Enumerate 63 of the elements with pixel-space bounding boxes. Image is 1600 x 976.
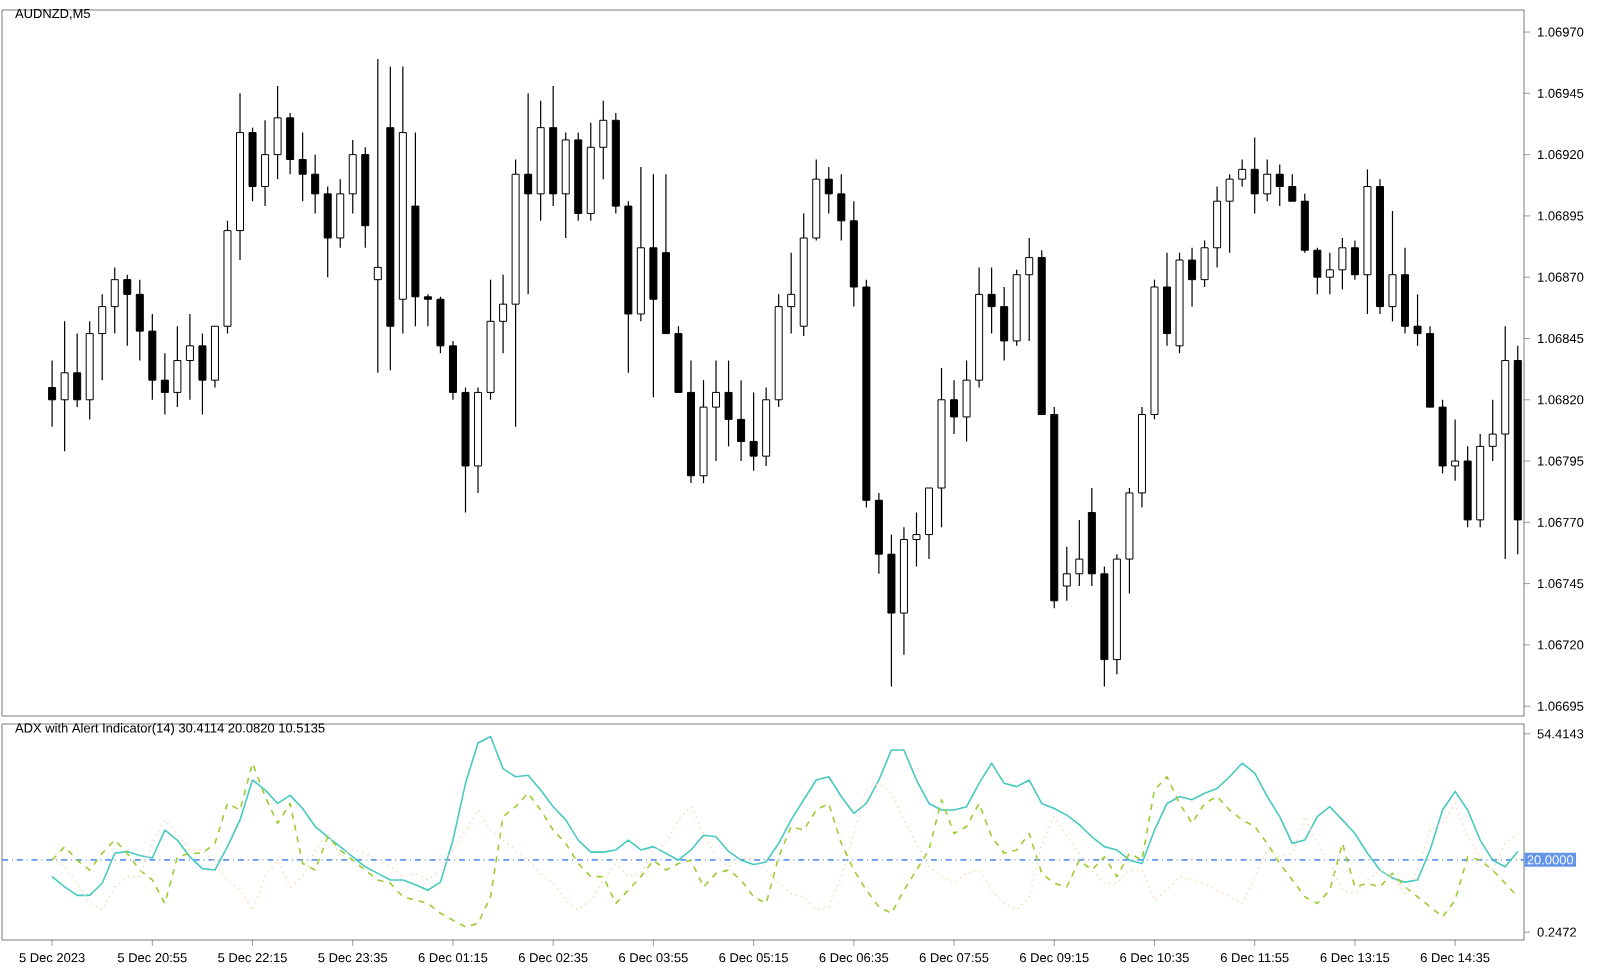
candlestick bbox=[110, 266, 119, 335]
candlestick bbox=[373, 58, 382, 374]
candlestick bbox=[1451, 418, 1460, 482]
candlestick bbox=[1388, 210, 1397, 322]
candlestick bbox=[1275, 163, 1284, 207]
candlestick bbox=[987, 266, 996, 335]
candlestick bbox=[1313, 247, 1322, 295]
candlestick bbox=[1413, 293, 1422, 347]
candlestick bbox=[737, 379, 746, 462]
candlestick bbox=[323, 185, 332, 278]
line-series bbox=[51, 782, 1519, 911]
candlestick bbox=[824, 166, 833, 215]
candlestick bbox=[1188, 247, 1197, 308]
candlestick bbox=[1062, 546, 1071, 602]
candlestick bbox=[160, 352, 169, 416]
candlestick bbox=[950, 379, 959, 435]
candlestick bbox=[336, 178, 345, 249]
candlestick bbox=[724, 359, 733, 447]
candlestick bbox=[135, 279, 144, 362]
candlestick bbox=[348, 139, 357, 215]
candlestick bbox=[298, 131, 307, 202]
candlestick bbox=[524, 92, 533, 295]
candlestick bbox=[712, 359, 721, 462]
candlestick bbox=[198, 332, 207, 416]
candlestick bbox=[837, 173, 846, 242]
candlestick bbox=[499, 274, 508, 354]
candlestick bbox=[1000, 286, 1009, 362]
candlestick bbox=[1488, 399, 1497, 462]
candlestick bbox=[286, 112, 295, 175]
candlestick bbox=[123, 274, 132, 347]
candlestick bbox=[962, 359, 971, 443]
candlestick bbox=[1350, 239, 1359, 281]
candlestick bbox=[60, 320, 69, 452]
candlestick bbox=[1238, 158, 1247, 188]
candlestick bbox=[73, 332, 82, 408]
candlestick bbox=[1325, 252, 1334, 295]
candlestick bbox=[787, 252, 796, 335]
candlestick bbox=[1213, 185, 1222, 268]
candlestick bbox=[1075, 519, 1084, 587]
candlestick bbox=[749, 391, 758, 472]
candlestick bbox=[1162, 252, 1172, 347]
candlestick bbox=[1025, 237, 1034, 342]
candlestick bbox=[1250, 136, 1259, 215]
candlestick bbox=[98, 293, 107, 381]
candlestick bbox=[185, 313, 194, 401]
line-series bbox=[51, 762, 1519, 928]
candlestick bbox=[261, 119, 270, 207]
candlestick bbox=[273, 85, 282, 180]
line-series bbox=[51, 735, 1519, 897]
candlestick bbox=[599, 100, 608, 180]
candlestick bbox=[912, 511, 921, 568]
candlestick bbox=[1288, 173, 1297, 202]
candlestick bbox=[1200, 239, 1209, 288]
candlestick bbox=[1263, 158, 1272, 202]
candlestick bbox=[924, 487, 933, 560]
candlestick bbox=[423, 293, 432, 327]
candlestick bbox=[436, 296, 445, 354]
candlestick bbox=[448, 340, 457, 401]
candlestick bbox=[173, 325, 182, 408]
candlestick bbox=[1338, 237, 1347, 291]
candlestick bbox=[311, 154, 320, 215]
candlestick bbox=[1225, 173, 1234, 254]
candlestick bbox=[48, 359, 57, 428]
